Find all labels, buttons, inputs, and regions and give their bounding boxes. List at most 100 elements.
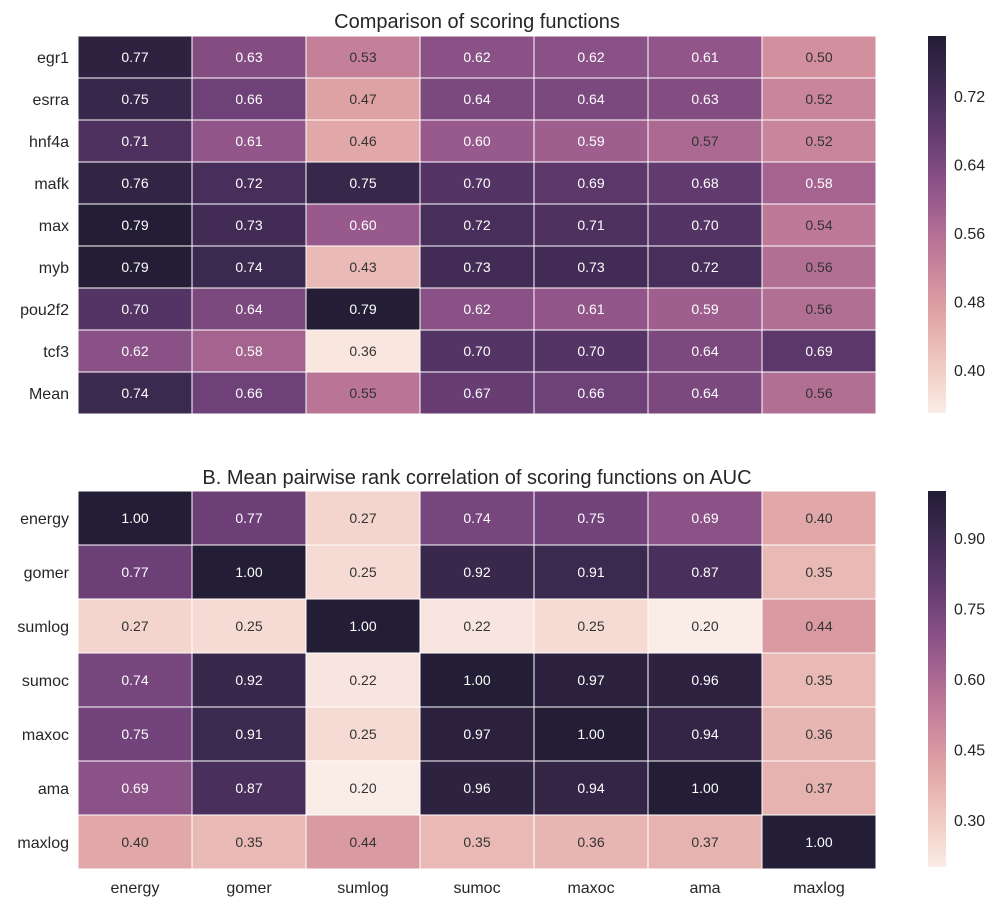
cell-value-label: 0.92: [235, 672, 262, 688]
row-label: maxoc: [22, 727, 69, 744]
heatmap-cell: [647, 329, 763, 373]
cell-value-label: 0.73: [577, 259, 604, 275]
cell-value-label: 0.35: [805, 564, 832, 580]
heatmap-cell: [419, 119, 535, 163]
cell-value-label: 0.73: [463, 259, 490, 275]
heatmap-cell: [77, 203, 193, 247]
column-label: maxlog: [793, 880, 845, 897]
cell-value-label: 0.74: [121, 672, 148, 688]
cell-value-label: 0.70: [577, 343, 604, 359]
cell-value-label: 0.79: [121, 259, 148, 275]
cell-value-label: 0.44: [805, 618, 832, 634]
cell-value-label: 0.20: [349, 780, 376, 796]
heatmap-cell: [305, 119, 421, 163]
heatmap-cell: [419, 371, 535, 415]
row-label: hnf4a: [29, 134, 69, 151]
cell-value-label: 0.71: [121, 133, 148, 149]
row-label: max: [39, 218, 69, 235]
heatmap-cell: [305, 77, 421, 121]
heatmap-cell: [305, 544, 421, 600]
heatmap-cell: [419, 760, 535, 816]
cell-value-label: 0.75: [349, 175, 376, 191]
cell-value-label: 0.96: [463, 780, 490, 796]
heatmap-cell: [647, 544, 763, 600]
row-label: ama: [38, 781, 69, 798]
colorbar-tick-label: 0.60: [954, 672, 985, 689]
cell-value-label: 0.70: [691, 217, 718, 233]
colorbar-tick-label: 0.72: [954, 89, 985, 106]
cell-value-label: 1.00: [691, 780, 718, 796]
column-label: gomer: [226, 880, 272, 897]
cell-value-label: 0.62: [463, 301, 490, 317]
heatmap-cell: [305, 203, 421, 247]
cell-value-label: 0.64: [691, 385, 718, 401]
heatmap-cell: [419, 598, 535, 654]
cell-value-label: 0.94: [691, 726, 718, 742]
heatmap-cell: [533, 287, 649, 331]
heatmap-cell: [305, 652, 421, 708]
row-label: Mean: [29, 386, 69, 403]
colorbar-tick-label: 0.56: [954, 226, 985, 243]
heatmap-cell: [533, 119, 649, 163]
heatmap-cell: [533, 598, 649, 654]
heatmap-cell: [533, 490, 649, 546]
colorbar-2: 0.30 0.45 0.60 0.75 0.90: [928, 491, 985, 867]
colorbar-tick-label: 0.45: [954, 743, 985, 760]
cell-value-label: 0.72: [691, 259, 718, 275]
heatmap-cell: [647, 760, 763, 816]
cell-value-label: 0.77: [235, 510, 262, 526]
heatmap-cell: [647, 814, 763, 870]
heatmap-cell: [761, 490, 877, 546]
heatmap-cell: [77, 161, 193, 205]
heatmap-cell: [77, 287, 193, 331]
cell-value-label: 0.77: [121, 49, 148, 65]
row-label: mafk: [34, 176, 70, 193]
cell-value-label: 0.50: [805, 49, 832, 65]
cell-value-label: 0.72: [235, 175, 262, 191]
heatmap-cell: [77, 706, 193, 762]
heatmap-cell: [305, 814, 421, 870]
row-label: tcf3: [43, 344, 69, 361]
heatmap-cell: [761, 287, 877, 331]
cell-value-label: 0.61: [235, 133, 262, 149]
cell-value-label: 0.69: [577, 175, 604, 191]
cell-value-label: 0.67: [463, 385, 490, 401]
heatmap-cell: [191, 245, 307, 289]
row-label: gomer: [24, 565, 70, 582]
cell-value-label: 0.74: [463, 510, 490, 526]
cell-value-label: 0.74: [121, 385, 148, 401]
cell-value-label: 0.55: [349, 385, 376, 401]
heatmap-cell: [305, 371, 421, 415]
cell-value-label: 0.97: [463, 726, 490, 742]
cell-value-label: 0.37: [805, 780, 832, 796]
heatmap-cell: [77, 371, 193, 415]
cell-value-label: 0.61: [691, 49, 718, 65]
cell-value-label: 0.69: [691, 510, 718, 526]
cell-value-label: 0.36: [349, 343, 376, 359]
cell-value-label: 0.54: [805, 217, 832, 233]
colorbar-gradient: [928, 36, 946, 413]
heatmap-cell: [533, 706, 649, 762]
cell-value-label: 0.69: [805, 343, 832, 359]
colorbar-tick-label: 0.40: [954, 363, 985, 380]
cell-value-label: 1.00: [805, 834, 832, 850]
cell-value-label: 0.56: [805, 301, 832, 317]
heatmap-cell: [419, 706, 535, 762]
heatmap-cell: [419, 544, 535, 600]
heatmap-cell: [761, 329, 877, 373]
cell-value-label: 0.58: [235, 343, 262, 359]
heatmap-cell: [419, 329, 535, 373]
cell-value-label: 0.73: [235, 217, 262, 233]
heatmap-cell: [761, 245, 877, 289]
colorbar-tick-label: 0.90: [954, 531, 985, 548]
cell-value-label: 0.36: [805, 726, 832, 742]
cell-value-label: 0.44: [349, 834, 376, 850]
colorbar-1: 0.40 0.48 0.56 0.64 0.72: [928, 36, 985, 413]
colorbar-tick-label: 0.48: [954, 295, 985, 312]
cell-value-label: 0.79: [349, 301, 376, 317]
colorbar-gradient: [928, 491, 946, 867]
heatmap-cell: [761, 706, 877, 762]
chart-title-1: Comparison of scoring functions: [334, 11, 620, 33]
heatmap-cell: [419, 245, 535, 289]
